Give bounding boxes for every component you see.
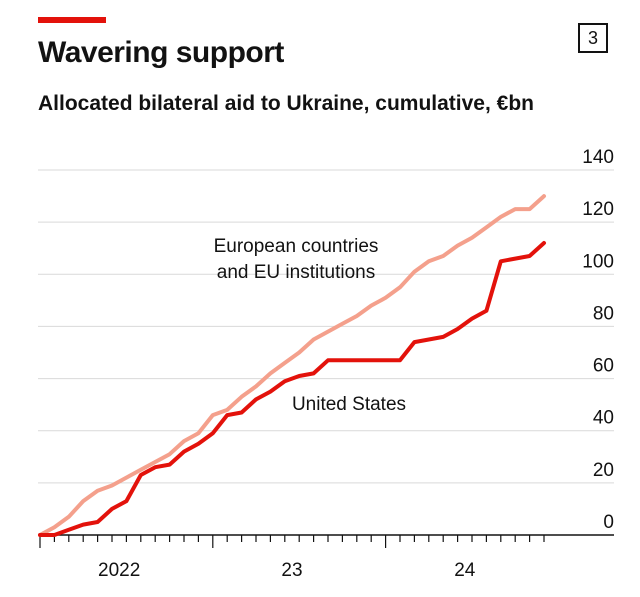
y-tick-label: 80 xyxy=(593,303,614,324)
chart-number-badge: 3 xyxy=(578,23,608,53)
series-label: and EU institutions xyxy=(217,262,375,283)
y-tick-label: 120 xyxy=(582,199,614,220)
series-label: European countries xyxy=(214,236,379,257)
x-tick-label: 23 xyxy=(281,560,302,581)
x-tick-label: 2022 xyxy=(98,560,140,581)
series-labels: European countries and EU institutions Uni… xyxy=(214,236,406,415)
y-tick-label: 0 xyxy=(603,512,614,533)
x-axis: 2022 23 24 xyxy=(38,534,614,581)
y-tick-label: 40 xyxy=(593,408,614,429)
gridlines xyxy=(38,169,614,484)
x-tick-label: 24 xyxy=(454,560,476,581)
series-lines xyxy=(38,194,546,537)
y-tick-label: 60 xyxy=(593,356,614,377)
series-line-1 xyxy=(38,241,546,537)
series-line-0 xyxy=(38,194,546,537)
chart-subtitle: Allocated bilateral aid to Ukraine, cumu… xyxy=(38,92,534,115)
y-axis-labels: 0 20 40 60 80 100 120 140 xyxy=(582,147,614,533)
y-tick-label: 140 xyxy=(582,147,614,168)
accent-bar xyxy=(38,17,106,23)
y-tick-label: 100 xyxy=(582,251,614,272)
chart-title: Wavering support xyxy=(38,36,284,69)
series-label: United States xyxy=(292,394,406,415)
y-tick-label: 20 xyxy=(593,460,614,481)
